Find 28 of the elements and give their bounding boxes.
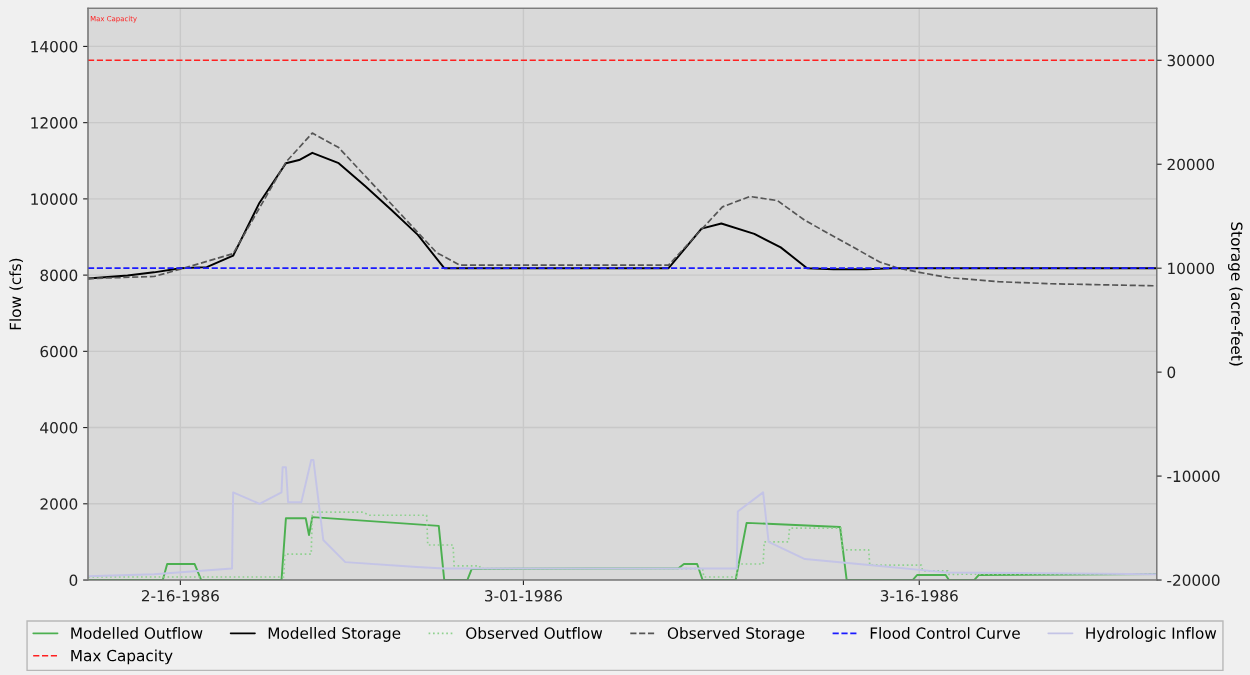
legend-label: Observed Outflow <box>466 627 603 639</box>
line-series <box>88 151 1157 280</box>
y2-axis-title: Storage (acre-feet) <box>1228 222 1243 366</box>
y-tick-label: 4000 <box>40 422 78 434</box>
legend-label: Hydrologic Inflow <box>1086 627 1217 642</box>
y2-tick-label: 30000 <box>1167 54 1215 67</box>
y2-tick-label: -10000 <box>1167 470 1220 483</box>
y-tick-label: 6000 <box>40 345 78 358</box>
line-series <box>88 132 1157 287</box>
x-tick-label: 3-16-1986 <box>880 590 958 602</box>
y2-tick-label: 10000 <box>1168 262 1215 275</box>
x-tick-label: 2-16-1986 <box>141 590 219 602</box>
legend-label: Modelled Outflow <box>71 627 203 639</box>
legend-label: Modelled Storage <box>268 627 401 642</box>
x-tick-label: 3-01-1986 <box>485 590 562 602</box>
y-tick-label: 12000 <box>31 117 78 129</box>
y2-tick-label: 20000 <box>1167 158 1215 171</box>
legend-label: Flood Control Curve <box>870 627 1020 639</box>
legend-label: Max Capacity <box>71 649 173 665</box>
y-tick-label: 10000 <box>31 193 78 205</box>
legend-label: Observed Storage <box>667 627 805 642</box>
y-tick-label: 0 <box>69 574 78 587</box>
y-axis-title: Flow (cfs) <box>9 258 23 330</box>
y-tick-label: 2000 <box>40 498 78 510</box>
y-tick-label: 8000 <box>40 269 78 282</box>
y2-tick-label: 0 <box>1167 366 1176 379</box>
y-tick-label: 14000 <box>31 40 78 53</box>
y2-tick-label: -20000 <box>1167 574 1220 587</box>
